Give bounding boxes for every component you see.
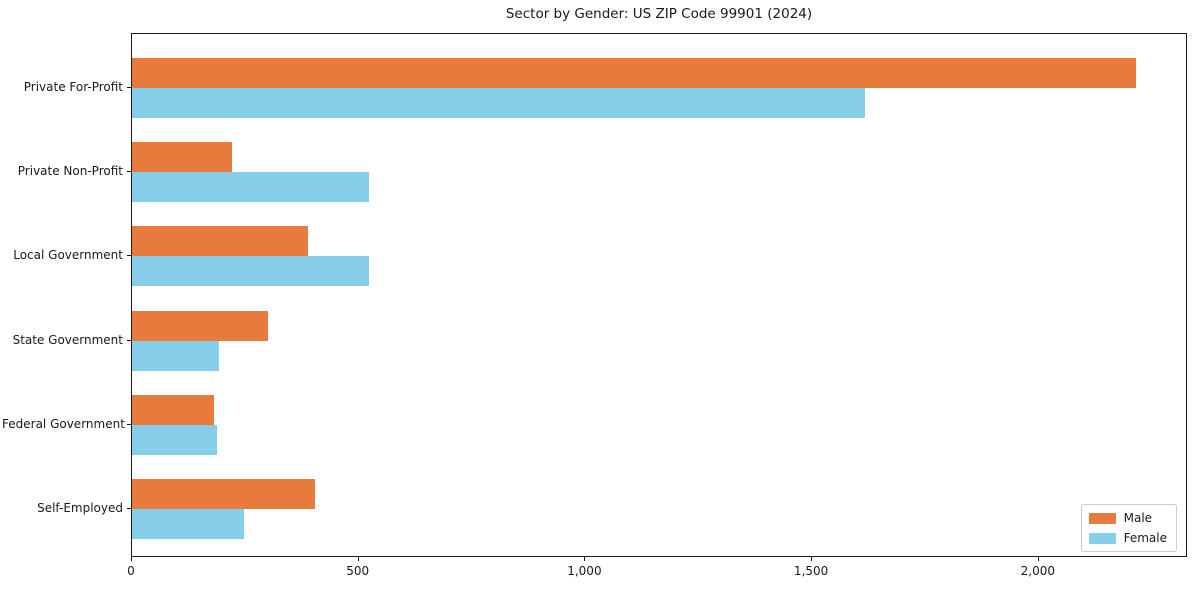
x-tick-label-1-500: 1,500: [793, 564, 829, 578]
y-tick-label-state-government: State Government: [12, 332, 123, 347]
legend-item-female: Female: [1088, 531, 1167, 545]
bar-male-self-employed: [132, 479, 315, 509]
x-tick-mark: [584, 557, 586, 561]
chart-title: Sector by Gender: US ZIP Code 99901 (202…: [505, 6, 813, 22]
plot-area: Male Female: [131, 33, 1187, 557]
y-tick-label-local-government: Local Government: [13, 248, 123, 263]
bar-female-private-non-profit: [132, 172, 370, 203]
bar-male-federal-government: [132, 394, 214, 425]
y-tick-label-federal-government: Federal Government: [2, 416, 125, 431]
x-tick-label-500: 500: [346, 564, 370, 578]
y-tick-mark: [127, 339, 131, 341]
bar-male-state-government: [132, 310, 268, 341]
bar-female-state-government: [132, 340, 219, 371]
legend-item-male: Male: [1088, 511, 1167, 525]
x-tick-label-1-000: 1,000: [567, 564, 602, 578]
x-tick-mark: [131, 557, 132, 561]
y-tick-label-private-for-profit: Private For-Profit: [23, 80, 123, 94]
bar-female-private-for-profit: [132, 88, 865, 118]
x-tick-label-2-000: 2,000: [1020, 564, 1055, 578]
x-tick-mark: [811, 557, 813, 561]
bar-female-federal-government: [132, 424, 217, 455]
x-tick-mark: [1037, 557, 1039, 561]
y-tick-mark: [127, 508, 131, 509]
y-tick-mark: [127, 423, 131, 425]
y-tick-mark: [127, 87, 131, 88]
legend-label-female: Female: [1123, 531, 1167, 545]
bar-male-local-government: [132, 226, 308, 257]
bar-male-private-for-profit: [132, 58, 1136, 88]
y-tick-label-self-employed: Self-Employed: [37, 501, 123, 515]
bar-female-self-employed: [132, 509, 244, 539]
y-tick-label-private-non-profit: Private Non-Profit: [17, 164, 123, 179]
legend-swatch-female: [1088, 532, 1116, 544]
bar-female-local-government: [132, 256, 370, 287]
bar-male-private-non-profit: [132, 142, 233, 173]
legend-swatch-male: [1088, 512, 1116, 524]
y-tick-mark: [127, 255, 131, 257]
x-tick-label-0: 0: [127, 564, 135, 578]
legend: Male Female: [1080, 504, 1177, 552]
legend-label-male: Male: [1123, 511, 1153, 525]
y-tick-mark: [127, 171, 131, 173]
x-tick-mark: [357, 557, 359, 561]
